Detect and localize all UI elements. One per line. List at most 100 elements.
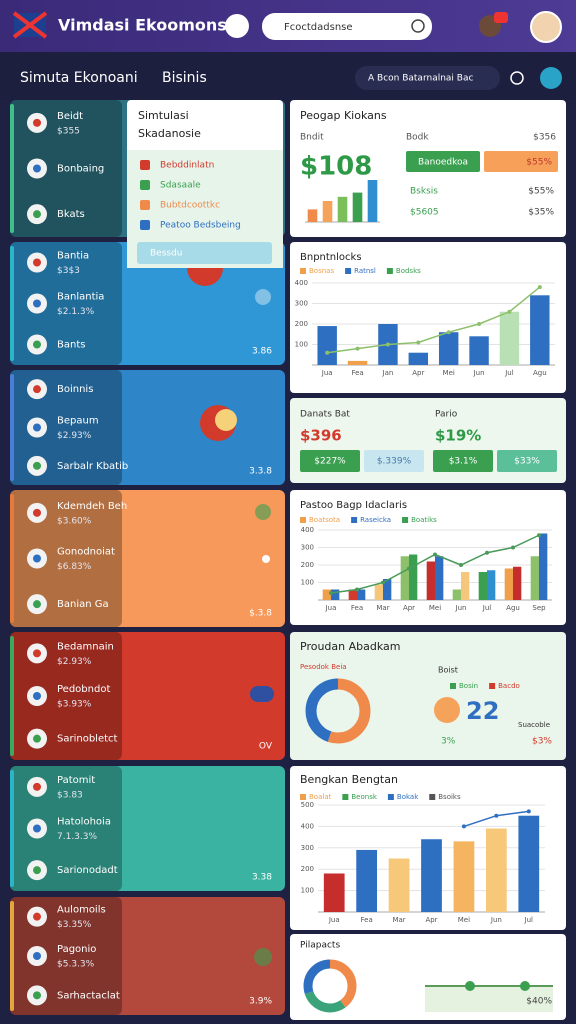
bar xyxy=(356,849,378,912)
legend-swatch xyxy=(300,794,306,800)
item-title[interactable]: Aulomoils xyxy=(57,905,106,916)
card-panel[interactable] xyxy=(10,490,285,627)
progress-handle[interactable] xyxy=(520,981,530,991)
pill-label: $227% xyxy=(314,457,346,467)
y-tick-label: 100 xyxy=(295,341,308,349)
item-subtitle: $6.83% xyxy=(57,562,92,572)
item-title[interactable]: Patomit xyxy=(57,775,95,786)
item-title[interactable]: Sarionodadt xyxy=(57,865,118,876)
item-title[interactable]: Boinnis xyxy=(57,384,93,395)
card-panel[interactable] xyxy=(10,766,285,891)
line-point xyxy=(446,330,451,335)
card-panel[interactable] xyxy=(10,632,285,760)
item-icon-dot xyxy=(33,912,41,921)
popup-item[interactable]: Bubtdcoottkc xyxy=(160,201,220,211)
x-tick-label: Mei xyxy=(443,369,455,377)
item-title[interactable]: Sarhactaclat xyxy=(57,990,120,1001)
search-button[interactable] xyxy=(225,14,249,38)
item-title[interactable]: Sarbalr Kbatib xyxy=(57,461,128,472)
popup-item-icon xyxy=(140,220,150,230)
x-tick-label: Mar xyxy=(392,916,405,924)
line-point xyxy=(433,552,437,557)
item-title[interactable]: Pedobndot xyxy=(57,684,110,695)
item-icon-dot xyxy=(33,734,41,743)
row-label: $5605 xyxy=(410,208,439,218)
item-icon-dot xyxy=(33,991,41,1000)
legend-swatch xyxy=(300,268,306,274)
summary-pill[interactable] xyxy=(364,450,424,472)
popup-item[interactable]: Peatoo Bedsbeing xyxy=(160,221,241,231)
card-panel[interactable] xyxy=(10,897,285,1015)
donut-segment xyxy=(305,678,371,744)
item-title[interactable]: Beidt xyxy=(57,111,83,122)
search-box[interactable] xyxy=(262,13,432,40)
item-icon-dot xyxy=(33,824,41,833)
line-point xyxy=(385,342,390,347)
legend-swatch xyxy=(342,794,349,800)
line-point xyxy=(416,340,421,345)
item-title[interactable]: Sarinobletct xyxy=(57,734,118,745)
legend-label: Bokak xyxy=(397,793,419,801)
card-stripe xyxy=(10,494,14,623)
item-title[interactable]: Bedamnain xyxy=(57,641,114,652)
item-title[interactable]: Pagonio xyxy=(57,944,96,955)
progress-handle[interactable] xyxy=(465,981,475,991)
item-icon-dot xyxy=(33,118,41,127)
action-button[interactable] xyxy=(406,151,480,172)
action-button[interactable] xyxy=(484,151,558,172)
bar xyxy=(438,332,459,365)
item-title[interactable]: Bants xyxy=(57,340,85,351)
legend-swatch xyxy=(386,268,393,274)
subnav-search[interactable] xyxy=(355,66,500,90)
bar xyxy=(530,556,539,600)
legend-label: Bodsks xyxy=(396,267,421,275)
item-icon-dot xyxy=(33,299,41,308)
summary-label: Pario xyxy=(435,410,458,420)
item-title[interactable]: Hatolohoia xyxy=(57,817,111,828)
card-panel[interactable] xyxy=(10,370,285,485)
y-tick-label: 500 xyxy=(301,801,314,809)
y-tick-label: 400 xyxy=(295,279,308,287)
subnav-search-icon[interactable] xyxy=(510,71,524,85)
item-title[interactable]: Bantia xyxy=(57,251,89,262)
x-tick-label: Fea xyxy=(351,369,363,377)
popup-button[interactable] xyxy=(137,242,272,264)
popup-item[interactable]: Sdasaale xyxy=(160,181,201,191)
item-title[interactable]: Banian Ga xyxy=(57,599,109,610)
popup-item[interactable]: Bebddinlatn xyxy=(160,161,214,171)
line-point xyxy=(494,813,499,818)
summary-pill[interactable] xyxy=(497,450,557,472)
item-title[interactable]: Kdemdeh Beh xyxy=(57,501,127,512)
summary-pill[interactable] xyxy=(300,450,360,472)
x-tick-label: Agu xyxy=(533,369,547,377)
item-subtitle: $2.1.3% xyxy=(57,307,95,317)
subnav-title[interactable]: Simuta Ekonoani xyxy=(20,70,138,86)
summary-pill[interactable] xyxy=(433,450,493,472)
x-tick-label: Jul xyxy=(524,916,534,924)
item-icon-dot xyxy=(33,340,41,349)
bar xyxy=(518,815,540,912)
item-icon-dot xyxy=(33,461,41,470)
panel-icon xyxy=(255,504,271,520)
row-label: Bsksis xyxy=(410,187,438,197)
bar xyxy=(374,584,383,600)
subnav-tab[interactable]: Bisinis xyxy=(162,70,207,86)
bar xyxy=(408,352,429,365)
subnav-profile[interactable] xyxy=(540,67,562,89)
item-title[interactable]: Gonodnoiat xyxy=(57,547,115,558)
bar xyxy=(322,201,333,222)
app-title: Vimdasi Ekoomonsia xyxy=(58,16,243,35)
item-title[interactable]: Banlantia xyxy=(57,292,104,303)
card-badge: $.3.8 xyxy=(249,609,272,619)
panel-icon xyxy=(250,686,274,702)
item-title[interactable]: Bonbaing xyxy=(57,164,104,175)
item-subtitle: $5.3.3% xyxy=(57,960,95,970)
legend-swatch xyxy=(402,517,409,523)
item-title[interactable]: Bkats xyxy=(57,209,85,220)
user-avatar[interactable] xyxy=(530,11,562,43)
panel-title: Bnpntnlocks xyxy=(300,252,362,263)
bar xyxy=(388,858,410,912)
item-icon-dot xyxy=(33,600,41,609)
item-title[interactable]: Bepaum xyxy=(57,416,99,427)
card-stripe xyxy=(10,770,14,887)
